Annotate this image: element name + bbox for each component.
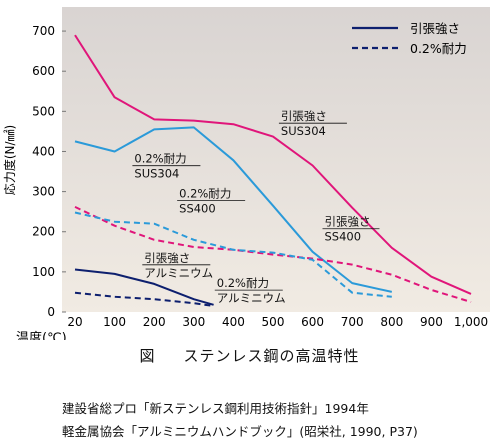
x-tick-label: 800 [380, 315, 403, 329]
x-axis: 20 100 200 300 400 500 600 700 800 900 1,000 [67, 315, 488, 329]
legend: 引張強さ 0.2%耐力 [352, 21, 467, 56]
annotation-label: SUS304 [281, 124, 326, 138]
x-axis-label: 温度(℃) [16, 330, 67, 340]
y-tick-label: 200 [32, 225, 55, 239]
series-line [74, 34, 472, 295]
series-line [74, 268, 214, 306]
source-line-1: 建設省総プロ「新ステンレス鋼利用技術指針」1994年 [62, 401, 369, 416]
y-tick-label: 600 [32, 64, 55, 78]
y-tick-label: 0 [47, 305, 55, 319]
series-layer [74, 34, 472, 307]
annotation-label: 引張強さ [144, 251, 190, 265]
source-line-2: 軽金属協会「アルミニウムハンドブック」(昭栄社, 1990, P37) [62, 424, 418, 439]
x-tick-label: 700 [341, 315, 364, 329]
y-axis-label: 応力度(N/㎟) [2, 125, 17, 195]
y-tick-label: 700 [32, 24, 55, 38]
figure-caption: 図 ステンレス鋼の高温特性 [0, 345, 499, 366]
x-tick-label: 600 [301, 315, 324, 329]
x-tick-label: 20 [67, 315, 82, 329]
legend-label: 0.2%耐力 [410, 41, 467, 56]
y-tick-label: 400 [32, 144, 55, 158]
series-line [74, 211, 392, 298]
annotation-layer: 引張強さSUS3040.2%耐力SUS3040.2%耐力SS400引張強さSS4… [132, 109, 380, 305]
x-tick-label: 100 [103, 315, 126, 329]
plot-background [62, 7, 490, 312]
annotation-label: 引張強さ [324, 215, 370, 229]
annotation-label: 引張強さ [281, 109, 327, 123]
figure-title: ステンレス鋼の高温特性 [183, 347, 360, 365]
y-tick-label: 500 [32, 104, 55, 118]
figure-label: 図 [139, 347, 156, 365]
annotation-label: 0.2%耐力 [217, 276, 269, 290]
series-line [74, 291, 214, 307]
x-tick-label: 400 [222, 315, 245, 329]
annotation-label: SS400 [179, 202, 216, 216]
x-tick-label: 300 [182, 315, 205, 329]
x-tick-label: 900 [420, 315, 443, 329]
annotation-label: アルミニウム [217, 291, 286, 305]
x-tick-label: 200 [143, 315, 166, 329]
x-tick-label: 1,000 [454, 315, 488, 329]
series-line [74, 126, 393, 293]
x-tick-label: 500 [262, 315, 285, 329]
chart-area: 0 100 200 300 400 500 600 700 20 100 200 300 400 500… [2, 7, 490, 340]
annotation-label: 0.2%耐力 [179, 187, 231, 201]
annotation-label: 0.2%耐力 [134, 152, 186, 166]
annotation-label: SS400 [324, 230, 361, 244]
y-tick-label: 100 [32, 265, 55, 279]
annotation-label: SUS304 [134, 167, 179, 181]
series-line [74, 205, 472, 303]
y-axis: 0 100 200 300 400 500 600 700 [32, 24, 66, 319]
annotation-label: アルミニウム [144, 266, 213, 280]
legend-label: 引張強さ [410, 21, 460, 36]
y-tick-label: 300 [32, 185, 55, 199]
